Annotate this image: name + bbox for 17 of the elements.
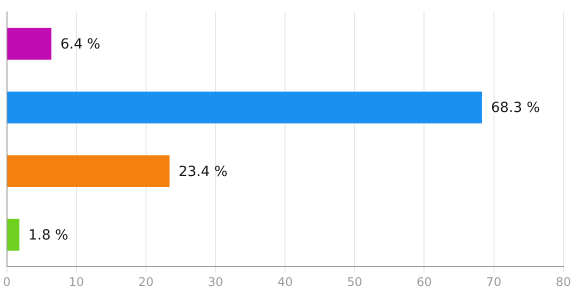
data-label: 6.4 % <box>60 36 100 52</box>
x-tick-label: 10 <box>68 274 84 289</box>
x-tick-label: 20 <box>138 274 154 289</box>
x-tick-label: 40 <box>277 274 293 289</box>
x-tick-label: 50 <box>347 274 362 289</box>
data-label: 23.4 % <box>178 164 228 180</box>
bar <box>7 155 170 188</box>
x-tick-label: 60 <box>416 274 432 289</box>
bar <box>7 28 52 60</box>
x-tick-label: 80 <box>556 274 572 289</box>
data-label: 1.8 % <box>28 227 68 244</box>
bar <box>7 218 20 251</box>
x-tick-label: 30 <box>208 274 224 289</box>
bar <box>7 92 482 124</box>
data-label: 68.3 % <box>490 100 540 116</box>
x-tick-label: 70 <box>486 274 502 289</box>
x-tick-label: 0 <box>2 274 11 289</box>
